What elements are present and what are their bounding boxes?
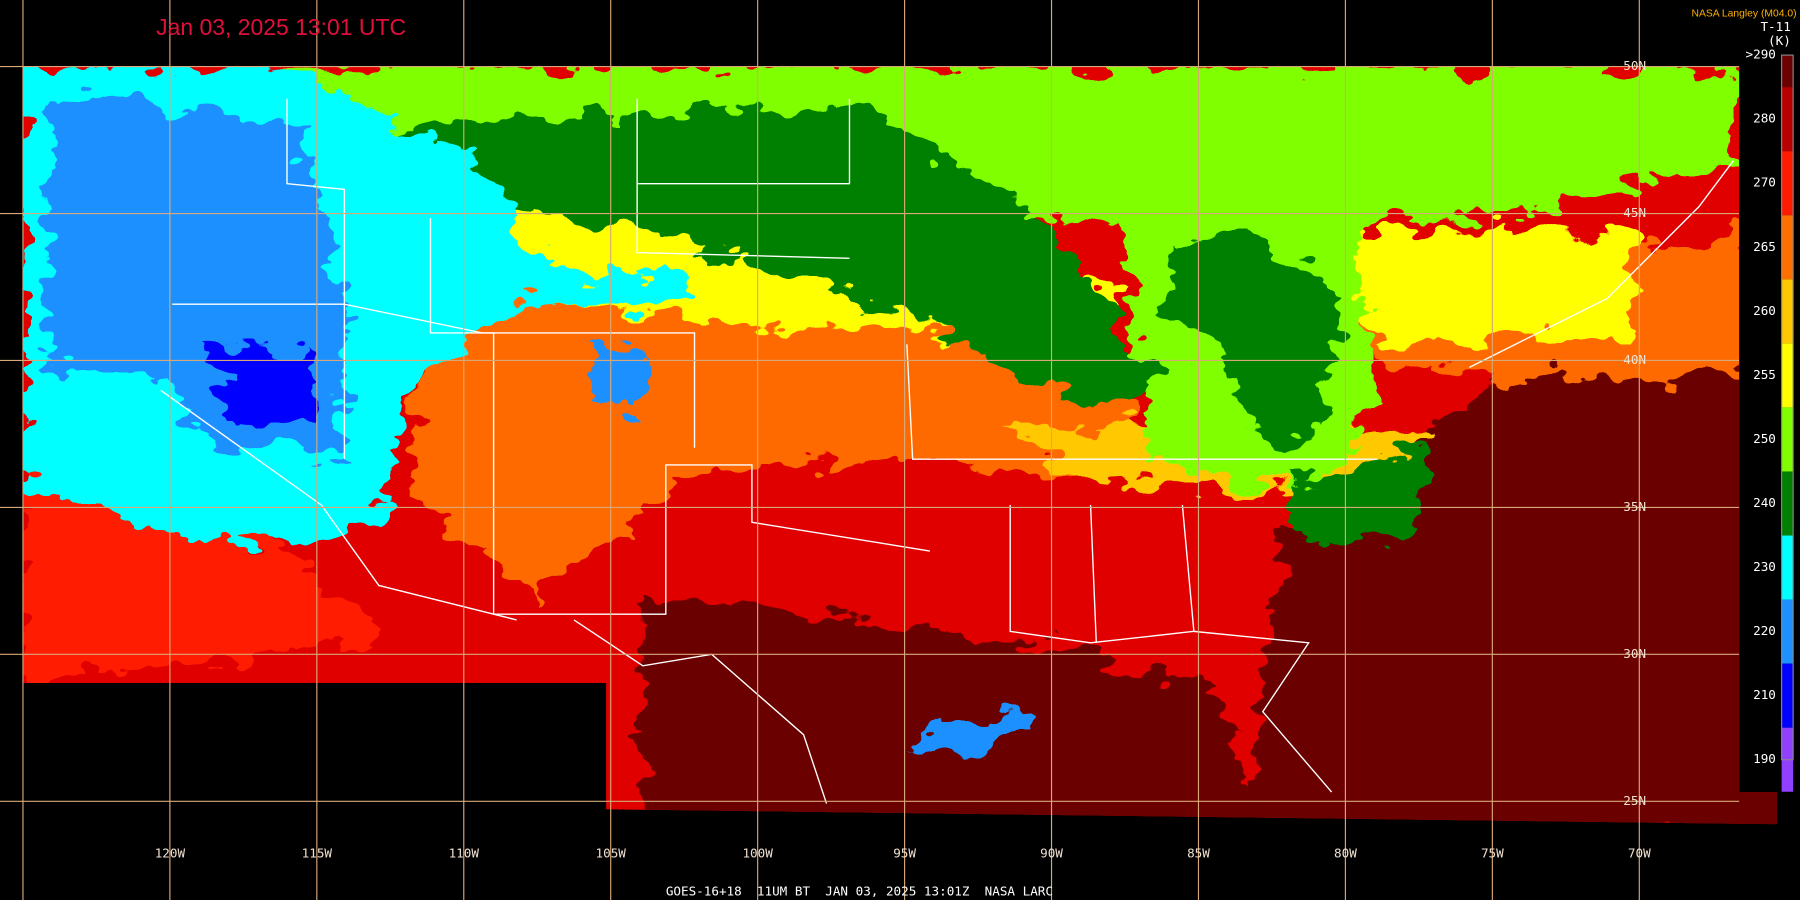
boundary [906, 344, 1378, 460]
boundary [160, 389, 517, 621]
colorbar-label: 265 [1753, 239, 1776, 254]
boundary [429, 218, 930, 615]
latitude-label: 35N [1623, 499, 1646, 514]
layer-green [1159, 229, 1344, 437]
latitude-label: 30N [1623, 646, 1646, 661]
colorbar-segment [1781, 663, 1794, 728]
boundary [637, 98, 851, 185]
colorbar-segment [1781, 343, 1794, 408]
layer-red-west [22, 482, 379, 684]
colorbar-label: 260 [1753, 303, 1776, 318]
layer-yellow [1320, 229, 1631, 345]
longitude-label: 90W [1040, 846, 1063, 861]
latitude-label: 50N [1623, 58, 1646, 73]
colorbar-label: 230 [1753, 559, 1776, 574]
colorbar-segment [1781, 599, 1794, 664]
boundaries [160, 98, 1734, 804]
layer-green [378, 103, 1160, 414]
longitude-label: 100W [742, 846, 773, 861]
longitude-label: 95W [893, 846, 916, 861]
colorbar-label: 210 [1753, 687, 1776, 702]
colorbar-segment [1781, 215, 1794, 280]
boundary [1181, 505, 1195, 632]
boundary [636, 98, 850, 259]
colorbar-label: 190 [1753, 751, 1776, 766]
colorbar-frame [1781, 54, 1794, 761]
colorbar-segment [1781, 55, 1794, 88]
unit-label: (K) [1768, 33, 1791, 48]
colorbar: >290 280 270 265 260 255 250 240 230 220 210 190 [1746, 47, 1794, 792]
layer-blue [913, 715, 1038, 754]
colorbar-label: 255 [1753, 367, 1776, 382]
longitude-label: 70W [1628, 846, 1651, 861]
longitude-label: 80W [1334, 846, 1357, 861]
boundary [1469, 160, 1734, 368]
longitude-label: 120W [155, 846, 186, 861]
layer-dark-red [1239, 321, 1778, 825]
boundary [286, 98, 346, 460]
latitude-label: 40N [1623, 352, 1646, 367]
colorbar-segment [1781, 407, 1794, 472]
layer-green [1285, 447, 1435, 540]
map-title: Jan 03, 2025 13:01 UTC [156, 14, 406, 40]
colorbar-label: 240 [1753, 495, 1776, 510]
colorbar-segment [1781, 535, 1794, 600]
longitude-label: 75W [1481, 846, 1504, 861]
credit: NASA Langley (M04.0) [1691, 9, 1796, 20]
layer-dark-red [642, 596, 1263, 825]
layer-blue [585, 344, 655, 414]
colorbar-segment [1781, 87, 1794, 152]
footer: GOES-16+18 11UM BT JAN 03, 2025 13:01Z N… [666, 883, 1053, 898]
colorbar-segment [1781, 279, 1794, 344]
latitude-label: 25N [1623, 793, 1646, 808]
longitude-label: 110W [449, 846, 480, 861]
colorbar-segment [1781, 471, 1794, 536]
graticule [0, 0, 1740, 900]
longitude-label: 115W [302, 846, 333, 861]
colorbar-label: 220 [1753, 623, 1776, 638]
layer-cyan [482, 264, 689, 310]
longitude-label: 85W [1187, 846, 1210, 861]
colorbar-label: 280 [1753, 111, 1776, 126]
longitude-label: 105W [596, 846, 627, 861]
boundary [1089, 505, 1097, 643]
latitude-label: 45N [1623, 205, 1646, 220]
layer-deep-blue [206, 344, 322, 425]
colorbar-label: 270 [1753, 175, 1776, 190]
colorbar-label: 250 [1753, 431, 1776, 446]
product-label: T-11 [1760, 19, 1790, 34]
colorbar-label: >290 [1746, 47, 1776, 62]
layer-light-green [286, 66, 1740, 230]
colorbar-segment [1781, 151, 1794, 216]
